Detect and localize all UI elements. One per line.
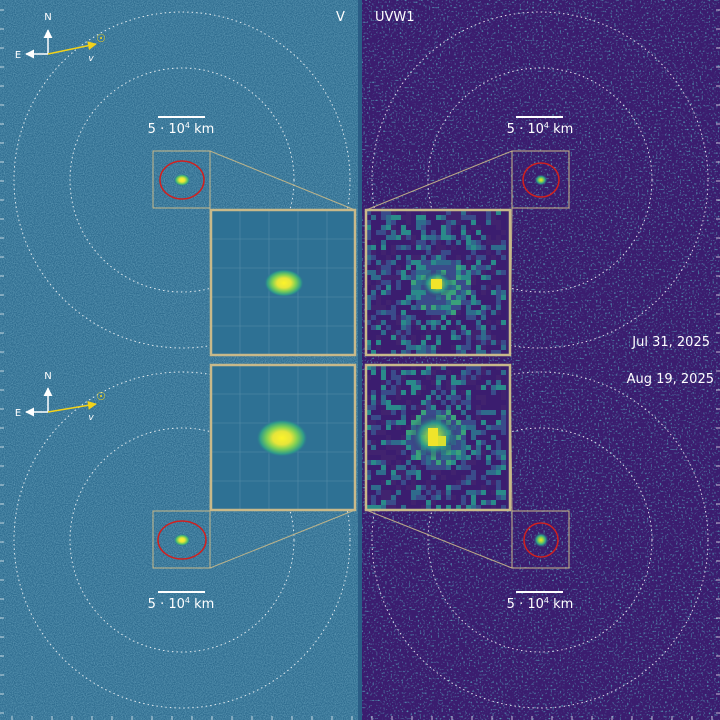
scale-bar-unit: km <box>190 597 214 612</box>
uvw1-top-inset <box>364 208 512 357</box>
north-label: N <box>44 371 51 382</box>
v-bottom-inner-annulus <box>69 427 295 653</box>
scale-bar-unit: km <box>549 597 573 612</box>
north-label: N <box>44 12 51 23</box>
aperture-ring <box>157 520 207 560</box>
scale-bar-exponent: 4 <box>544 596 549 605</box>
comet-nucleus <box>428 428 438 446</box>
aperture-ring <box>523 522 559 558</box>
scale-bar-exponent: 4 <box>185 596 190 605</box>
uvw1-bottom-thumbnail <box>511 510 570 569</box>
v-panel-noise <box>0 0 359 720</box>
comet-nucleus <box>533 532 549 548</box>
uvw1-bottom-inner-annulus <box>427 427 653 653</box>
v-top-inset <box>209 208 357 357</box>
scale-bar-unit: km <box>549 122 573 137</box>
sun-icon: ☉ <box>96 390 106 403</box>
v-bottom-thumbnail <box>152 510 211 569</box>
scale-bar-exponent: 4 <box>185 121 190 130</box>
uvw1-bottom-outer-annulus <box>371 371 709 709</box>
aperture-ring <box>522 162 560 198</box>
date-top: Jul 31, 2025 <box>631 335 710 350</box>
panel-divider <box>358 0 362 720</box>
scale-bar-unit: km <box>190 122 214 137</box>
velocity-arrow <box>47 400 97 413</box>
compass-bottom: N E v ☉ <box>15 371 106 423</box>
v-top-thumbnail <box>152 150 211 209</box>
frame-ticks <box>0 9 720 720</box>
velocity-label: v <box>88 413 94 423</box>
scale-bar-prefix: 5 · 10 <box>148 122 185 137</box>
scale-bar-v-top: 5 · 104 km <box>148 116 215 137</box>
compass-top: N E v ☉ <box>15 12 106 64</box>
svg-text:5 · 104 km: 5 · 104 km <box>148 121 215 137</box>
svg-text:5 · 104 km: 5 · 104 km <box>148 596 215 612</box>
filter-label-uvw1: UVW1 <box>375 10 415 25</box>
aperture-ring <box>159 160 205 200</box>
scale-bar-exponent: 4 <box>544 121 549 130</box>
uvw1-annuli <box>371 11 709 709</box>
v-annuli <box>13 11 351 709</box>
uvw1-top-outer-annulus <box>371 11 709 349</box>
comet-nucleus <box>174 534 190 546</box>
scale-bar-prefix: 5 · 10 <box>507 597 544 612</box>
svg-text:5 · 104 km: 5 · 104 km <box>507 121 574 137</box>
comet-nucleus <box>431 279 442 289</box>
v-bottom-inset <box>209 363 357 512</box>
v-top-inner-annulus <box>69 67 295 293</box>
east-label: E <box>15 408 21 419</box>
date-bottom: Aug 19, 2025 <box>627 372 714 387</box>
sun-icon: ☉ <box>96 32 106 45</box>
scale-bar-uvw1-bottom: 5 · 104 km <box>507 591 574 612</box>
scale-bar-prefix: 5 · 10 <box>507 122 544 137</box>
uvw1-panel-noise <box>361 0 720 720</box>
v-top-outer-annulus <box>13 11 351 349</box>
svg-text:5 · 104 km: 5 · 104 km <box>507 596 574 612</box>
filter-label-v: V <box>336 10 345 25</box>
comet-nucleus <box>256 419 308 457</box>
east-label: E <box>15 50 21 61</box>
uvw1-top-inner-annulus <box>427 67 653 293</box>
comet-nucleus <box>174 174 190 186</box>
velocity-arrow <box>47 41 97 55</box>
scale-bar-prefix: 5 · 10 <box>148 597 185 612</box>
scale-bar-uvw1-top: 5 · 104 km <box>507 116 574 137</box>
velocity-label: v <box>88 54 94 64</box>
uvw1-bottom-inset <box>364 363 512 512</box>
comet-nucleus <box>264 269 304 297</box>
comet-nucleus <box>534 174 548 186</box>
v-bottom-outer-annulus <box>13 371 351 709</box>
uvw1-top-thumbnail <box>511 150 570 209</box>
scale-bar-v-bottom: 5 · 104 km <box>148 591 215 612</box>
